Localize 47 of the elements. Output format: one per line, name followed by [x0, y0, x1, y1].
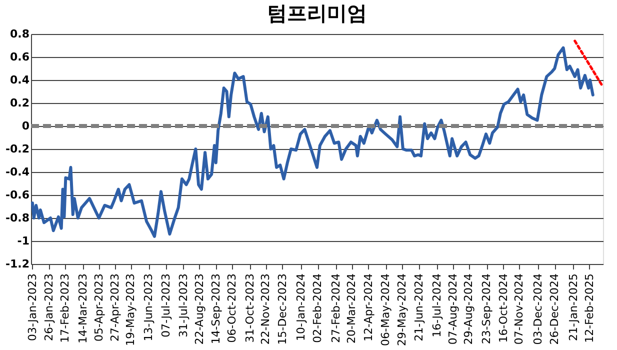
x-tick-label: 05-Apr-2023 [92, 274, 106, 342]
y-tick-label: -1 [17, 234, 30, 248]
y-tick-label: 0.6 [10, 50, 30, 64]
x-tick-label: 26-Dec-2024 [548, 274, 562, 345]
x-tick-label: 29-May-2024 [396, 274, 409, 346]
x-tick-label: 03-Dec-2024 [532, 274, 544, 345]
x-tick-label: 21-Jun-2024 [412, 274, 426, 342]
x-tick-label: 27-Apr-2023 [108, 274, 122, 342]
x-tick-label: 12-Apr-2024 [362, 274, 375, 342]
x-tick-label: 31-Oct-2023 [243, 274, 256, 343]
y-tick-label: -0.6 [5, 188, 30, 202]
line-series [30, 46, 594, 238]
x-tick-label: 31-Jul-2023 [176, 274, 190, 338]
x-tick-label: 23-Sep-2024 [480, 274, 494, 344]
x-tick-label: 19-May-2023 [124, 274, 138, 346]
x-tick-label: 27-Feb-2024 [329, 274, 342, 343]
x-tick-label: 03-Jan-2023 [26, 274, 39, 341]
x-tick-label: 21-Jan-2025 [566, 274, 580, 341]
x-tick-label: 15-Dec-2023 [276, 274, 289, 345]
y-tick-label: 0 [22, 120, 30, 132]
x-tick-label: 20-Mar-2024 [345, 274, 358, 344]
x-tick-label: 17-Feb-2023 [58, 274, 72, 343]
x-tick-label: 02-Feb-2024 [311, 274, 324, 343]
x-tick-label: 07-Aug-2024 [446, 274, 460, 345]
x-tick-label: 22-Aug-2023 [192, 274, 206, 345]
x-tick-label: 16-Jul-2024 [430, 274, 444, 338]
x-tick-label: 12-Feb-2025 [582, 274, 596, 343]
x-tick-label: 13-Jun-2023 [142, 274, 156, 342]
y-tick-label: 0.8 [10, 28, 30, 40]
y-tick-label: -0.8 [5, 212, 30, 224]
x-tick-label: 07-Jul-2023 [160, 274, 173, 338]
x-tick-label: 07-Nov-2024 [512, 274, 526, 345]
y-tick-label: -1.2 [5, 258, 30, 270]
y-tick-label: 0.4 [10, 74, 30, 86]
x-tick-label: 22-Nov-2023 [259, 274, 272, 345]
y-tick-label: -0.4 [5, 166, 30, 178]
x-tick-label: 14-Mar-2023 [76, 274, 90, 344]
x-tick-label: 29-Aug-2024 [462, 274, 476, 345]
x-tick-label: 10-Jan-2024 [294, 274, 308, 341]
chart-title: 텀프리미엄 [267, 1, 367, 25]
x-tick-label: 06-May-2024 [379, 274, 392, 346]
x-tick-label: 14-Sep-2023 [209, 274, 222, 344]
y-tick-label: -0.2 [5, 142, 30, 156]
x-tick-label: 06-Oct-2023 [225, 274, 238, 343]
x-tick-label: 26-Jan-2023 [42, 274, 56, 341]
y-tick-label: 0.2 [10, 96, 30, 110]
x-tick-label: 16-Oct-2024 [496, 274, 510, 343]
